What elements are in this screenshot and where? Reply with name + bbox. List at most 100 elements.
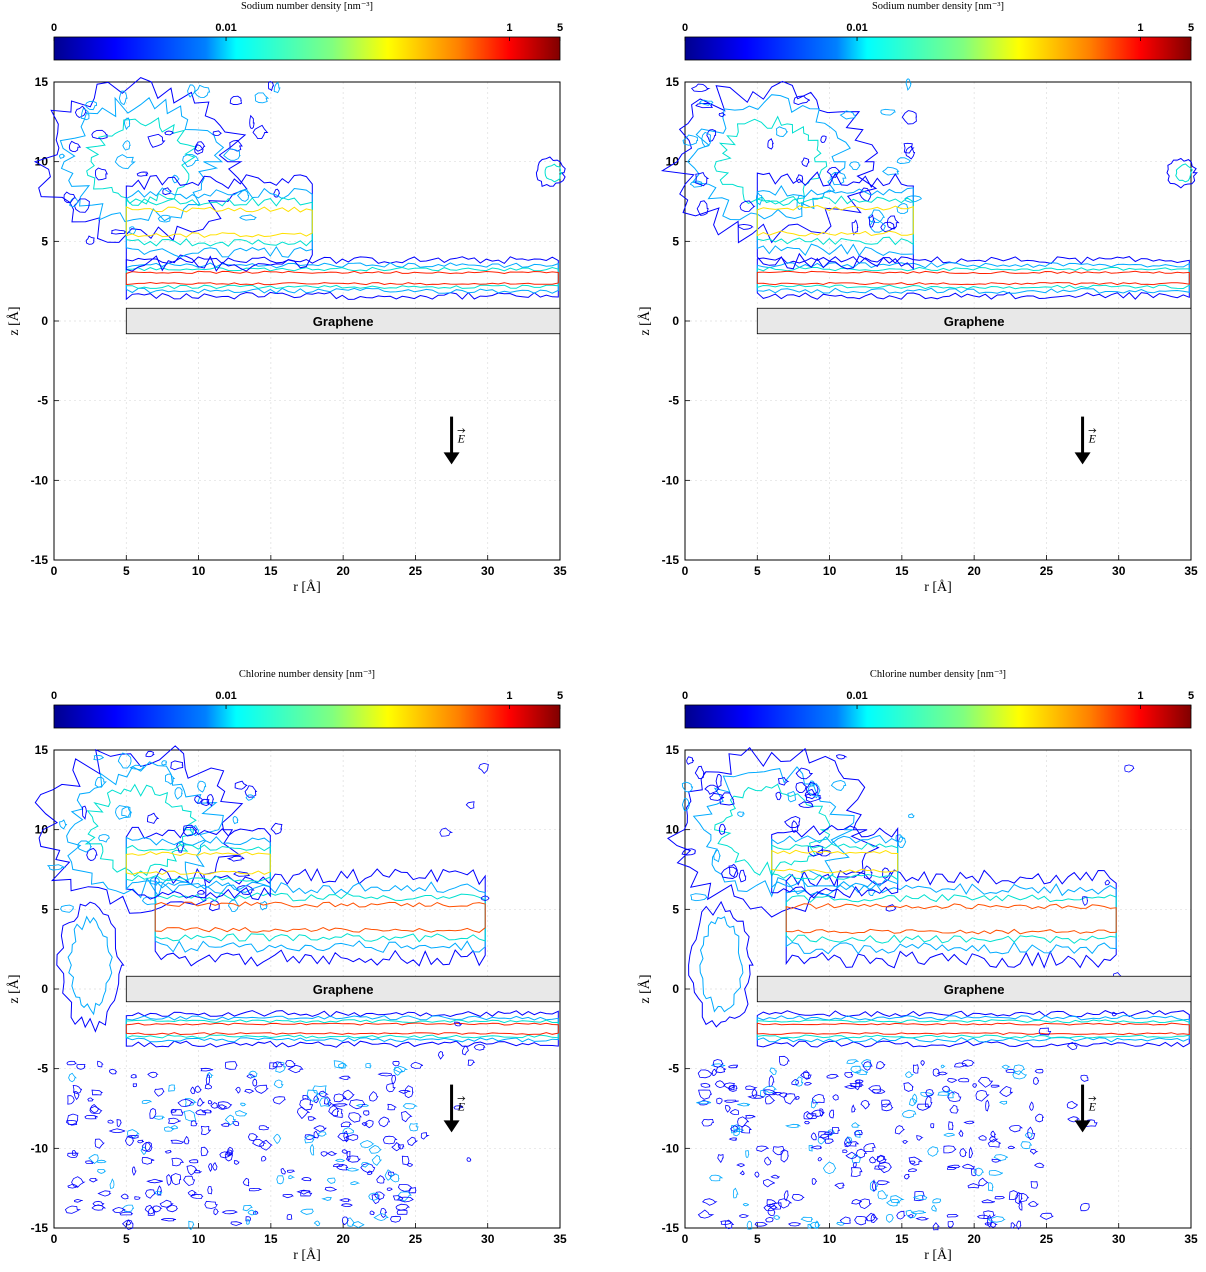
contour-speck — [401, 1155, 410, 1166]
contour-speck — [109, 1068, 118, 1075]
colorbar-tick-label: 0.01 — [846, 22, 867, 34]
contour-speck — [145, 750, 155, 758]
contour-speck — [359, 1140, 375, 1149]
contour-speck — [200, 1146, 209, 1157]
contour-speck — [333, 1060, 347, 1069]
contour-speck — [1001, 1064, 1011, 1070]
x-tick-label: 25 — [1040, 564, 1054, 578]
contour-speck — [1016, 1220, 1022, 1230]
contour-speck — [803, 1111, 814, 1120]
contour-speck — [1035, 1113, 1045, 1123]
colorbar-title: Chlorine number density [nm⁻³] — [870, 669, 1006, 680]
contour-speck — [137, 1139, 144, 1144]
contour-speck — [885, 1213, 894, 1223]
contour-speck — [247, 1133, 259, 1142]
contour-speck — [286, 1213, 293, 1220]
contour-speck — [272, 1096, 286, 1105]
contour-speck — [132, 1083, 137, 1088]
contour-speck — [122, 1219, 134, 1231]
contour-speck — [981, 1199, 996, 1204]
contour-speck — [259, 900, 268, 911]
colorbar-tick-label: 0 — [51, 22, 57, 34]
contour-speck — [832, 1127, 840, 1134]
field-arrow: E — [1074, 1084, 1097, 1133]
contour-speck — [207, 1099, 213, 1105]
contour-speck — [763, 1203, 778, 1212]
contour-speck — [769, 1067, 777, 1076]
contour-speck — [978, 1135, 987, 1141]
contour-speck — [860, 1099, 871, 1110]
contour-speck — [126, 1219, 132, 1226]
contour-speck — [1066, 1041, 1078, 1051]
contour-speck — [848, 161, 861, 171]
contour-speck — [373, 1212, 389, 1221]
arrow-label: E — [457, 432, 466, 446]
x-tick-label: 0 — [51, 564, 58, 578]
contour-speck — [932, 1222, 940, 1231]
contour-speck — [1079, 1202, 1090, 1212]
contour-speck — [115, 805, 132, 820]
contour-speck — [109, 1178, 115, 1189]
y-tick-label: 0 — [672, 314, 679, 328]
contour-speck — [973, 1167, 984, 1177]
contour-speck — [932, 1068, 940, 1077]
contour-speck — [177, 1098, 195, 1107]
contour-speck — [97, 1169, 107, 1174]
contour-speck — [390, 1215, 402, 1223]
y-tick-label: 15 — [35, 75, 49, 89]
contour-speck — [401, 1111, 413, 1123]
contour-speck — [946, 1166, 957, 1171]
arrow-head — [1074, 1120, 1091, 1133]
contour-speck — [152, 1205, 163, 1213]
contour-speck — [701, 131, 711, 148]
x-tick-label: 5 — [754, 564, 761, 578]
contour-speck — [987, 1139, 1001, 1148]
contour-speck — [84, 100, 98, 111]
contour-speck — [168, 1084, 176, 1092]
contour-speck — [465, 801, 475, 810]
contour-speck — [147, 1206, 157, 1216]
contours — [666, 746, 1190, 1231]
contour-layer — [756, 171, 914, 270]
contour-speck — [342, 1127, 355, 1135]
contour-speck — [704, 784, 721, 795]
contour-speck — [1082, 896, 1088, 907]
contour-speck — [725, 1104, 732, 1113]
contour-speck — [947, 1220, 954, 1228]
contour-speck — [71, 1176, 86, 1188]
contour-speck — [709, 1174, 724, 1182]
colorbar-tick-label: 5 — [557, 690, 563, 702]
contour-edge-blob — [535, 156, 566, 187]
graphene-slab: Graphene — [756, 307, 1192, 335]
contour-speck — [190, 1120, 198, 1127]
contour-speck — [694, 765, 706, 780]
contour-speck — [695, 102, 714, 109]
contour-speck — [762, 1085, 777, 1094]
contour-speck — [745, 1150, 750, 1158]
contour-speck — [737, 223, 754, 230]
contour-speck — [247, 1209, 257, 1216]
arrow-label: E — [1088, 1100, 1097, 1114]
contour-speck — [1020, 1141, 1033, 1150]
contour-speck — [844, 1141, 860, 1147]
contour-speck — [946, 1164, 961, 1169]
contour-speck — [803, 1070, 812, 1080]
contour-speck — [764, 1095, 776, 1105]
contour-speck — [367, 1170, 374, 1176]
contour-speck — [869, 217, 887, 233]
contour-speck — [958, 1129, 964, 1137]
y-tick-label: 10 — [35, 823, 49, 837]
contour-speck — [826, 166, 841, 178]
contour-layer — [771, 849, 899, 874]
contour-speck — [273, 81, 281, 94]
contour-layer — [125, 266, 559, 290]
contour-speck — [398, 1089, 411, 1094]
contour-speck — [805, 781, 819, 797]
contour-speck — [854, 1129, 863, 1136]
contour-speck — [71, 1150, 78, 1156]
contour-speck — [97, 1190, 112, 1197]
contour-speck — [128, 226, 137, 235]
contour-speck — [147, 1071, 159, 1079]
contour-speck — [282, 1194, 294, 1199]
contour-speck — [700, 1082, 711, 1088]
